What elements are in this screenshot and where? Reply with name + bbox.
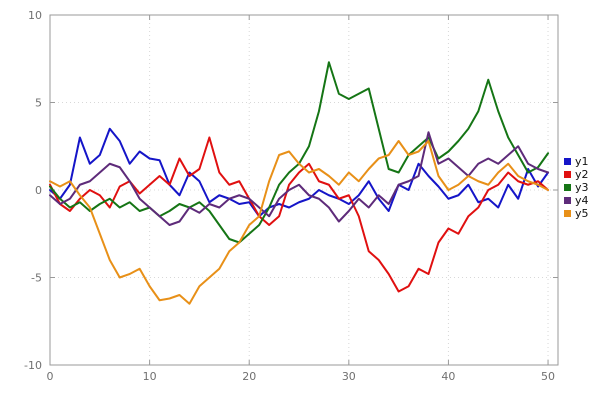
series-line-y5 (49, 140, 550, 305)
series-line-y4 (49, 131, 550, 226)
x-axis-tick-label: 30 (342, 370, 356, 383)
legend-swatch-y2 (564, 171, 571, 178)
legend-swatch-y3 (564, 184, 571, 191)
legend-swatch-y1 (564, 158, 571, 165)
y-axis-tick-label: -10 (24, 359, 42, 372)
series-line-y2 (49, 136, 550, 293)
legend-item-label: y4 (575, 194, 589, 207)
x-axis-tick-label: 10 (143, 370, 157, 383)
x-axis-tick-label: 20 (242, 370, 256, 383)
legend-item-label: y1 (575, 155, 589, 168)
legend-item-label: y3 (575, 181, 589, 194)
y-axis-tick-label: -5 (31, 272, 42, 285)
x-axis-tick-label: 0 (47, 370, 54, 383)
series-line-y1 (49, 127, 550, 218)
legend-swatch-y5 (564, 210, 571, 217)
y-axis-tick-label: 10 (28, 9, 42, 22)
y-axis-tick-label: 0 (35, 184, 42, 197)
x-axis-tick-label: 50 (541, 370, 555, 383)
legend-item-label: y2 (575, 168, 589, 181)
x-axis-tick-label: 40 (441, 370, 455, 383)
legend-swatch-y4 (564, 197, 571, 204)
legend-item-label: y5 (575, 207, 589, 220)
y-axis-tick-label: 5 (35, 97, 42, 110)
